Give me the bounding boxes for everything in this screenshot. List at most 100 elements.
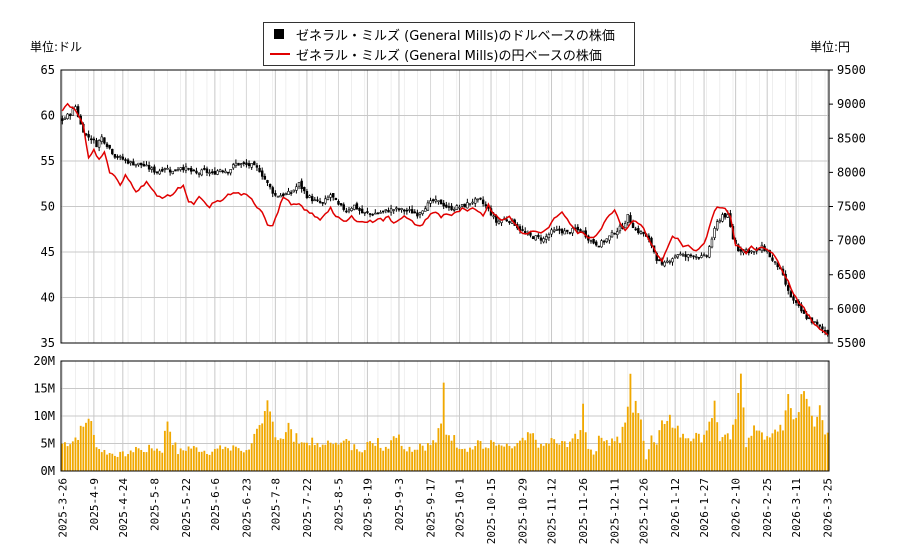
volume-bar	[124, 456, 127, 471]
volume-bar	[182, 450, 185, 471]
usd-tick-label: 55	[41, 154, 55, 168]
date-tick-label: 2026-3-25	[822, 478, 835, 538]
volume-bar	[526, 432, 529, 471]
candle-body	[447, 206, 451, 208]
volume-bar	[250, 443, 253, 471]
volume-bar	[224, 446, 227, 471]
candle-body	[439, 199, 443, 205]
candle-body	[413, 211, 416, 214]
volume-bar	[374, 445, 377, 471]
volume-bar	[342, 440, 345, 471]
volume-bar	[816, 416, 819, 471]
candle-body	[568, 232, 572, 234]
candle-body	[421, 210, 424, 214]
candle-body	[192, 169, 196, 172]
volume-bar	[158, 450, 161, 471]
volume-bar	[429, 445, 432, 471]
candle-body	[129, 161, 132, 164]
volume-bar	[432, 440, 435, 471]
candle-body	[381, 210, 385, 213]
candle-body	[715, 221, 719, 230]
usd-tick-label: 65	[41, 63, 55, 77]
candle-body	[813, 321, 816, 323]
volume-bar	[666, 420, 669, 471]
volume-bar	[519, 440, 521, 471]
candle-body	[408, 209, 411, 211]
price-plot-frame	[60, 69, 830, 344]
volume-bar	[595, 451, 598, 471]
volume-bar	[445, 434, 448, 471]
candle-body	[239, 163, 243, 166]
candle-body	[268, 183, 272, 188]
candle-body	[616, 231, 619, 236]
candle-body	[132, 161, 135, 166]
volume-bar	[542, 445, 545, 471]
volume-bar	[206, 454, 208, 471]
volume-bar	[626, 406, 629, 471]
candle-body	[589, 240, 593, 242]
candle-body	[679, 253, 682, 256]
candle-body	[360, 208, 364, 214]
volume-bar	[505, 443, 508, 471]
candle-body	[134, 163, 138, 167]
volume-bar	[434, 442, 437, 471]
candle-body	[90, 138, 93, 141]
candle-body	[392, 209, 395, 211]
candle-body	[163, 168, 167, 171]
candle-body	[521, 229, 524, 231]
candle-body	[226, 171, 230, 174]
candle-body	[103, 137, 106, 144]
candle-body	[221, 170, 224, 173]
candle-body	[87, 134, 90, 138]
volume-bar	[476, 440, 479, 471]
volume-bar	[369, 441, 371, 471]
volume-bar	[227, 448, 229, 471]
candle-body	[203, 168, 206, 170]
candle-body	[542, 238, 545, 243]
volume-bar	[219, 445, 222, 471]
volume-bar	[684, 438, 687, 471]
candle-body	[121, 156, 125, 160]
candle-body	[505, 219, 509, 222]
volume-bar	[85, 422, 87, 471]
volume-bar	[353, 444, 356, 471]
candle-body	[560, 229, 564, 234]
volume-bar	[185, 450, 187, 471]
candle-body	[345, 210, 348, 213]
volume-bar	[405, 451, 408, 471]
volume-bar	[387, 448, 390, 471]
candle-body	[358, 208, 361, 211]
jpy-tick-label: 7000	[837, 234, 866, 248]
volume-bar	[800, 394, 803, 471]
date-tick-label: 2025-4-9	[88, 478, 101, 531]
candle-body	[673, 255, 677, 259]
candle-body	[71, 108, 75, 116]
date-tick-label: 2025-11-12	[546, 478, 559, 544]
volume-bar	[361, 452, 364, 471]
volume-bar	[632, 412, 634, 471]
volume-bar	[382, 450, 385, 471]
candle-body	[815, 321, 819, 325]
candle-body	[97, 140, 101, 148]
volume-bar	[337, 444, 340, 471]
volume-bar	[327, 440, 329, 471]
volume-bar	[298, 443, 300, 471]
date-tick-label: 2025-9-17	[425, 478, 438, 538]
volume-bar	[695, 432, 698, 471]
candle-body	[744, 249, 748, 252]
candle-body	[429, 200, 432, 204]
volume-bar	[187, 446, 190, 471]
candle-body	[187, 168, 190, 170]
volume-bar	[637, 413, 640, 471]
candle-body	[126, 159, 130, 164]
date-tick-label: 2026-3-11	[790, 478, 803, 538]
candle-body	[545, 236, 548, 240]
volume-bars	[61, 373, 829, 471]
candle-body	[434, 199, 438, 202]
volume-bar	[766, 436, 769, 471]
candle-body	[276, 195, 280, 198]
candle-body	[179, 167, 182, 170]
volume-bar	[597, 435, 600, 471]
price-grid	[61, 69, 829, 344]
volume-bar	[203, 450, 206, 471]
